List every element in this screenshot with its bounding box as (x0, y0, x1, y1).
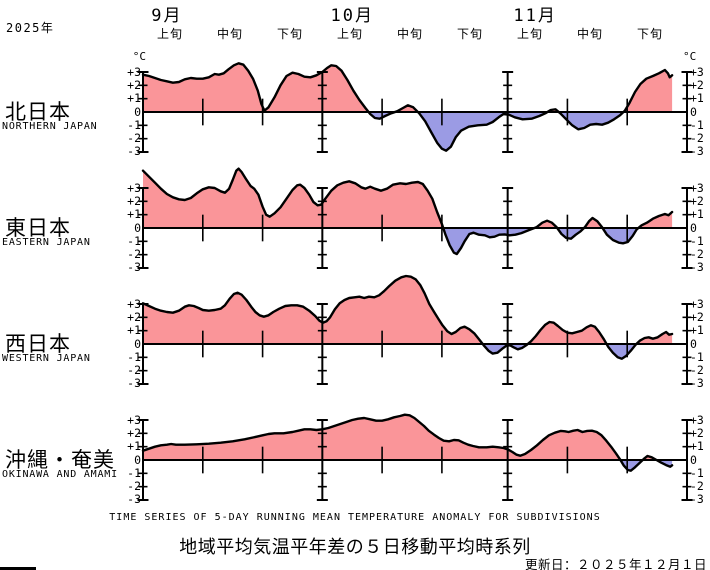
ytick-right--1: -1 (690, 349, 704, 364)
ytick-right-+3: +3 (690, 180, 704, 195)
ytick-left-0: 0 (134, 452, 141, 467)
ytick-right-+1: +1 (690, 207, 704, 222)
ytick-left--3: -3 (127, 144, 141, 159)
ytick-left--2: -2 (127, 247, 141, 262)
ytick-left-+1: +1 (127, 91, 141, 106)
ytick-left-+3: +3 (127, 296, 141, 311)
ytick-right-+3: +3 (690, 296, 704, 311)
period-label-4: 上旬 (336, 27, 364, 41)
period-label-8: 中旬 (576, 27, 604, 41)
month-label-1: 9月 (151, 6, 183, 26)
ytick-left--3: -3 (127, 376, 141, 391)
ytick-left--2: -2 (127, 363, 141, 378)
region-label-ja-okinawa-and-amami: 沖縄・奄美 (5, 448, 115, 472)
ytick-right--3: -3 (690, 260, 704, 275)
ytick-left-+2: +2 (127, 77, 141, 92)
ytick-right--1: -1 (690, 465, 704, 480)
ytick-left-0: 0 (134, 104, 141, 119)
ytick-left--1: -1 (127, 117, 141, 132)
region-label-en-okinawa-and-amami: OKINAWA AND AMAMI (2, 469, 118, 480)
unit-label-right: °C (683, 50, 697, 63)
region-label-en-northern-japan: NORTHERN JAPAN (2, 121, 98, 132)
area-positive-western-japan (143, 276, 673, 344)
chart-title-japanese: 地域平均気温平年差の５日移動平均時系列 (179, 537, 531, 558)
ytick-left--2: -2 (127, 131, 141, 146)
period-label-3: 下旬 (276, 27, 304, 41)
ytick-right-+2: +2 (690, 425, 704, 440)
ytick-right-+3: +3 (690, 64, 704, 79)
area-positive-okinawa-and-amami (143, 414, 673, 460)
area-positive-eastern-japan (143, 168, 673, 228)
ytick-right--1: -1 (690, 233, 704, 248)
period-label-7: 上旬 (516, 27, 544, 41)
ytick-right-0: 0 (690, 104, 697, 119)
ytick-right--2: -2 (690, 479, 704, 494)
ytick-right--1: -1 (690, 117, 704, 132)
ytick-right-0: 0 (690, 452, 697, 467)
unit-label-left: °C (132, 50, 146, 63)
ytick-left--2: -2 (127, 479, 141, 494)
ytick-left--3: -3 (127, 492, 141, 507)
area-negative-eastern-japan (143, 228, 673, 254)
region-label-ja-western-japan: 西日本 (5, 332, 71, 356)
ytick-right-+2: +2 (690, 77, 704, 92)
month-label-2: 10月 (330, 6, 374, 26)
ytick-right-0: 0 (690, 220, 697, 235)
ytick-right-+3: +3 (690, 412, 704, 427)
region-label-ja-northern-japan: 北日本 (5, 100, 71, 124)
anomaly-curve-northern-japan (141, 62, 674, 152)
ytick-left-+3: +3 (127, 180, 141, 195)
period-label-5: 中旬 (396, 27, 424, 41)
anomaly-curve-western-japan (141, 274, 674, 360)
region-label-en-western-japan: WESTERN JAPAN (2, 353, 91, 364)
ytick-right-+1: +1 (690, 323, 704, 338)
period-label-1: 上旬 (156, 27, 184, 41)
ytick-right--3: -3 (690, 376, 704, 391)
ytick-right--2: -2 (690, 363, 704, 378)
ytick-left-+2: +2 (127, 193, 141, 208)
ytick-left-+3: +3 (127, 412, 141, 427)
anomaly-curve-eastern-japan (141, 167, 674, 256)
ytick-right-+1: +1 (690, 91, 704, 106)
update-date: 更新日：２０２５年１２月１日 (524, 557, 707, 570)
ytick-left--1: -1 (127, 349, 141, 364)
ytick-left-+1: +1 (127, 207, 141, 222)
ytick-right--2: -2 (690, 131, 704, 146)
ytick-left-+1: +1 (127, 323, 141, 338)
region-label-ja-eastern-japan: 東日本 (5, 216, 71, 240)
area-positive-northern-japan (143, 63, 673, 112)
caption-english: TIME SERIES OF 5-DAY RUNNING MEAN TEMPER… (109, 512, 601, 523)
ytick-left-+2: +2 (127, 309, 141, 324)
ytick-left--3: -3 (127, 260, 141, 275)
ytick-right--3: -3 (690, 144, 704, 159)
period-label-9: 下旬 (636, 27, 664, 41)
period-label-2: 中旬 (216, 27, 244, 41)
ytick-left-0: 0 (134, 336, 141, 351)
anomaly-curve-okinawa-and-amami (141, 413, 674, 472)
ytick-left--1: -1 (127, 465, 141, 480)
ytick-right-+2: +2 (690, 309, 704, 324)
ytick-left--1: -1 (127, 233, 141, 248)
ytick-right-0: 0 (690, 336, 697, 351)
ytick-right--2: -2 (690, 247, 704, 262)
year-label: 2025年 (6, 21, 55, 35)
ytick-left-+2: +2 (127, 425, 141, 440)
ytick-left-+1: +1 (127, 439, 141, 454)
ytick-left-0: 0 (134, 220, 141, 235)
ytick-right-+2: +2 (690, 193, 704, 208)
ytick-right-+1: +1 (690, 439, 704, 454)
ytick-left-+3: +3 (127, 64, 141, 79)
period-label-6: 下旬 (456, 27, 484, 41)
month-label-3: 11月 (513, 6, 557, 26)
region-label-en-eastern-japan: EASTERN JAPAN (2, 237, 91, 248)
bottom-left-line (0, 567, 36, 570)
ytick-right--3: -3 (690, 492, 704, 507)
